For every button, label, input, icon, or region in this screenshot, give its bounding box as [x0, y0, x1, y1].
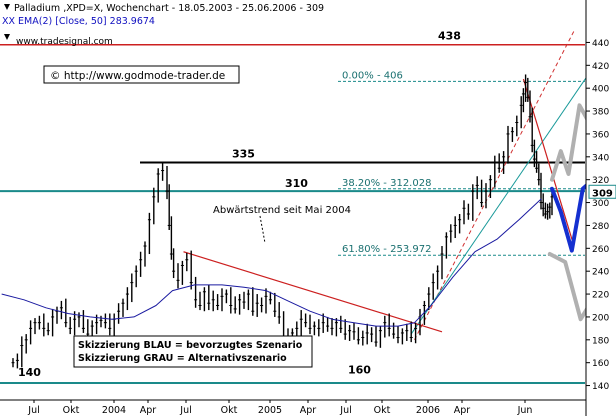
x-tick-label: Okt [221, 405, 238, 416]
x-tick-label: Apr [300, 405, 317, 416]
note-line: Skizzierung GRAU = Alternativszenario [78, 353, 287, 364]
x-tick-label: Jul [179, 405, 191, 416]
y-tick-label: 400 [592, 85, 609, 95]
level-label: 438 [438, 30, 461, 43]
y-tick-label: 180 [592, 336, 609, 346]
chart-header: Palladium ,XPD=X, Wochenchart - 18.05.20… [2, 3, 324, 47]
x-tick-label: 2005 [258, 405, 282, 416]
indicator-title: XX EMA(2) [Close, 50] 283.9674 [2, 16, 155, 27]
y-tick-label: 300 [592, 199, 609, 209]
ema-line [1, 198, 542, 327]
note-line: Skizzierung BLAU = bevorzugtes Szenario [78, 340, 303, 351]
fib-grid: 0.00% - 406 38.20% - 312.028 61.80% - 253.… [338, 70, 585, 256]
x-tick-label: Jun [517, 405, 533, 416]
note-box [73, 335, 313, 368]
y-tick-label: 160 [592, 359, 609, 369]
y-tick-label: 420 [592, 62, 609, 72]
link-icon [4, 34, 10, 40]
x-tick-label: 2006 [416, 405, 440, 416]
source-text: www.tradesignal.com [16, 37, 113, 47]
x-tick-label: Jul [339, 405, 351, 416]
y-tick-label: 220 [592, 291, 609, 301]
x-tick-label: 2004 [102, 405, 126, 416]
last-price-box [588, 184, 616, 199]
fib-label: 61.80% - 253.972 [342, 244, 431, 255]
steep-downtrend-line [522, 78, 575, 247]
chart-type-icon [4, 4, 10, 10]
instrument-title: Palladium ,XPD=X, Wochenchart - 18.05.20… [14, 3, 324, 14]
y-tick-label: 280 [592, 222, 609, 232]
horizontal-levels: 438 335 310 160 140 [0, 30, 585, 384]
y-tick-label: 380 [592, 108, 609, 118]
axis-background [586, 0, 616, 416]
level-label: 335 [232, 148, 255, 161]
fib-label: 38.20% - 312.028 [342, 178, 431, 189]
red-channel-line [414, 30, 575, 341]
y-tick-label: 440 [592, 39, 609, 49]
x-tick-label: Okt [374, 405, 391, 416]
y-tick-label: 240 [592, 268, 609, 278]
last-price-label: 309 [592, 188, 613, 199]
trend-annotation: Abwärtstrend seit Mai 2004 [213, 205, 351, 216]
y-tick-label: 260 [592, 245, 609, 255]
watermark-box [43, 65, 240, 84]
level-label: 310 [285, 177, 308, 190]
annotation-pointer [259, 215, 266, 244]
downtrend-line [183, 251, 443, 333]
level-label: 140 [18, 366, 41, 379]
x-tick-label: Okt [63, 405, 80, 416]
x-axis: Jul Okt 2004 Apr Jul Okt 2005 Apr Jul Okt 2006 Apr J… [0, 399, 586, 416]
fib-label: 0.00% - 406 [342, 70, 403, 81]
y-tick-label: 320 [592, 176, 609, 186]
y-tick-label: 360 [592, 130, 609, 140]
level-label: 160 [348, 364, 371, 377]
y-tick-label: 200 [592, 313, 609, 323]
x-tick-label: Apr [454, 405, 471, 416]
teal-channel-line [410, 33, 616, 335]
trend-lines [183, 30, 616, 341]
x-tick-label: Apr [140, 405, 157, 416]
price-series [1, 74, 554, 369]
x-tick-label: Jul [27, 405, 39, 416]
y-tick-label: 340 [592, 153, 609, 163]
y-tick-label: 140 [592, 382, 609, 392]
chart-labels: Abwärtstrend seit Mai 2004 © http://www.g… [43, 65, 351, 368]
y-axis: 140 160 180 200 220 240 260 280 300 320 340 360 380 4… [585, 0, 616, 416]
watermark-text: © http://www.godmode-trader.de [50, 70, 225, 82]
